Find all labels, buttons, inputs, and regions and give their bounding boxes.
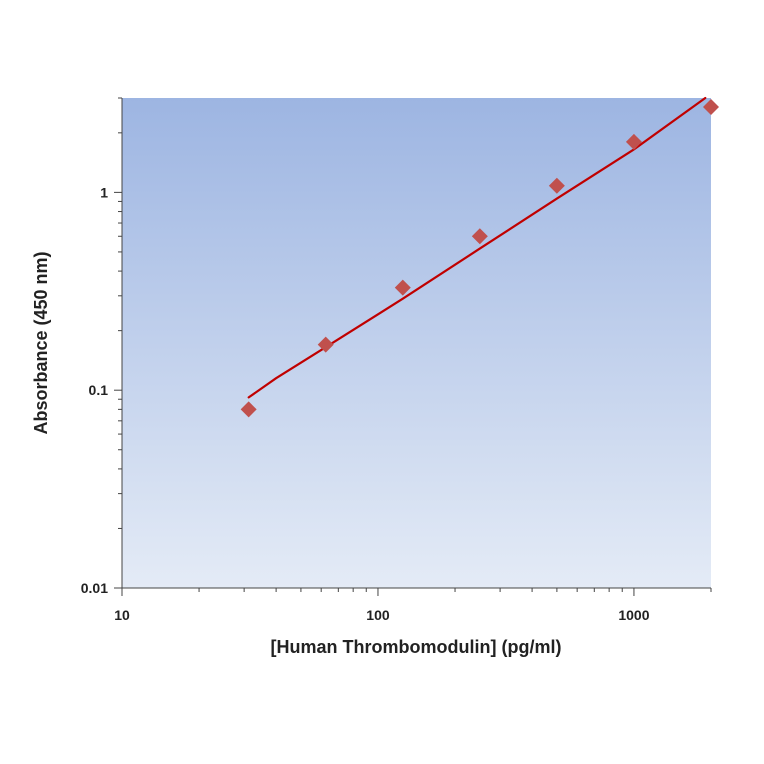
data-point <box>317 336 334 353</box>
data-point <box>471 228 488 245</box>
tick-labels: 0.01 0.1 1 10 100 1000 <box>81 184 650 623</box>
fit-line <box>247 96 707 399</box>
plot-area <box>122 98 711 588</box>
data-points <box>240 99 719 418</box>
y-axis-title: Absorbance (450 nm) <box>31 251 51 434</box>
x-tick-label: 10 <box>114 607 130 623</box>
fit-curve <box>247 96 707 399</box>
x-tick-label: 100 <box>366 607 390 623</box>
axes <box>114 97 712 596</box>
y-tick-label: 0.1 <box>89 382 109 398</box>
y-tick-label: 0.01 <box>81 580 108 596</box>
y-tick-label: 1 <box>100 184 108 200</box>
data-point <box>548 177 565 194</box>
data-point <box>625 133 642 150</box>
data-point <box>394 279 411 296</box>
data-point <box>240 401 257 418</box>
data-point <box>703 99 719 116</box>
x-axis-title: [Human Thrombomodulin] (pg/ml) <box>271 637 562 657</box>
x-tick-label: 1000 <box>618 607 649 623</box>
